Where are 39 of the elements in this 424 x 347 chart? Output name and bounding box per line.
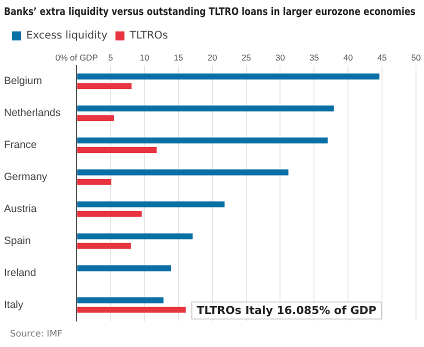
x-tick-label: 45 — [377, 52, 388, 63]
y-tick-label: Austria — [4, 203, 37, 216]
y-tick-label: Ireland — [4, 266, 36, 279]
bar — [77, 178, 112, 185]
bar — [77, 74, 380, 80]
annotation: TLTROs Italy 16.085% of GDP — [196, 304, 376, 317]
x-tick-label: 25 — [242, 52, 252, 63]
bar — [77, 210, 142, 217]
x-tick-label: 0% of GDP — [55, 52, 98, 63]
bar — [77, 105, 334, 112]
bar — [77, 137, 328, 144]
bar — [77, 306, 186, 313]
x-tick-label: 50 — [411, 52, 421, 63]
y-tick-label: France — [4, 139, 37, 152]
bar — [77, 147, 157, 153]
bar — [77, 242, 131, 249]
y-tick-label: Germany — [4, 171, 48, 184]
bar — [77, 83, 132, 90]
bar — [77, 233, 193, 240]
x-tick-label: 30 — [276, 52, 286, 63]
y-tick-label: Belgium — [4, 75, 42, 88]
bar — [77, 115, 114, 122]
source-note: Source: IMF — [10, 329, 62, 340]
x-tick-label: 35 — [309, 52, 320, 63]
x-tick-label: 15 — [174, 52, 184, 63]
y-tick-label: Italy — [4, 298, 24, 311]
x-tick-label: 40 — [343, 52, 354, 63]
y-tick-label: Spain — [4, 234, 32, 247]
legend-label: TLTROs — [128, 30, 168, 42]
bar — [77, 201, 225, 208]
bar — [77, 297, 164, 304]
x-tick-label: 5 — [108, 52, 114, 63]
bar — [77, 169, 288, 176]
legend-label: Excess liquidity — [26, 30, 108, 42]
x-tick-label: 20 — [208, 52, 218, 63]
chart-title: Banks’ extra liquidity versus outstanding TLTRO loans in larger eurozone economies — [4, 6, 416, 18]
y-tick-label: Netherlands — [4, 107, 61, 120]
bar — [77, 265, 171, 272]
x-tick-label: 10 — [140, 52, 150, 63]
